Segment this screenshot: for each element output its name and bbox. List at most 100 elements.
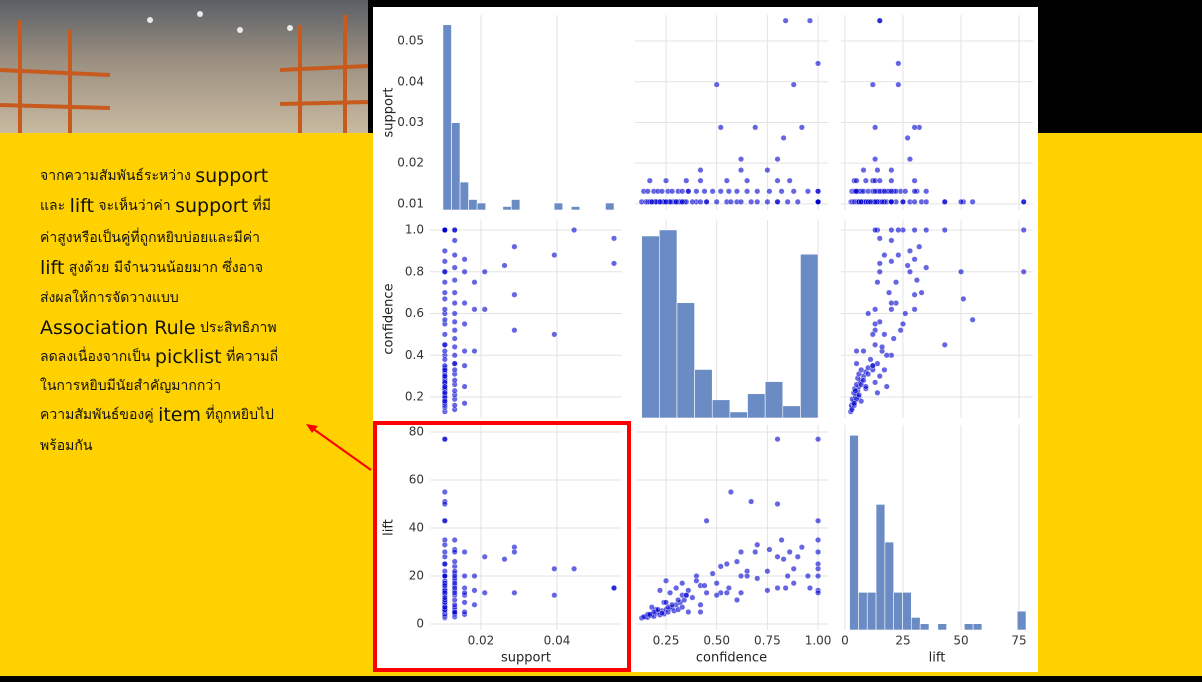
scatter-point — [689, 594, 696, 601]
scatter-point — [888, 300, 895, 307]
scatter-point — [869, 81, 876, 88]
scatter-point — [441, 348, 448, 355]
scatter-point — [481, 268, 488, 275]
histogram-bar — [502, 206, 512, 211]
scatter-point — [899, 198, 906, 205]
scatter-point — [923, 227, 930, 234]
scatter-point — [888, 258, 895, 265]
scatter-point — [717, 563, 724, 570]
histogram-bar — [676, 302, 695, 419]
x-axis-title: support — [501, 651, 551, 666]
scatter-point — [685, 188, 692, 195]
scatter-point — [804, 572, 811, 579]
x-tick-label: 1.00 — [805, 634, 832, 648]
scatter-point — [941, 198, 948, 205]
scatter-point — [738, 167, 745, 174]
scatter-point — [764, 568, 771, 575]
scatter-point — [865, 371, 872, 378]
scatter-point — [441, 331, 448, 338]
histogram-bar — [570, 206, 581, 211]
scatter-point — [872, 341, 879, 348]
histogram-bar — [729, 411, 748, 419]
scatter-point — [911, 188, 918, 195]
scatter-point — [858, 366, 865, 373]
y-tick-label: 40 — [409, 520, 424, 534]
scatter-point — [790, 188, 797, 195]
scatter-point — [673, 584, 680, 591]
scatter-point — [778, 536, 785, 543]
scatter-point — [669, 188, 676, 195]
scatter-point — [611, 260, 618, 267]
scatter-point — [766, 546, 773, 553]
scatter-point — [774, 584, 781, 591]
scatter-point — [754, 575, 761, 582]
scatter-point — [441, 247, 448, 254]
scatter-point — [441, 341, 448, 348]
scatter-point — [683, 592, 690, 599]
scatter-point — [888, 167, 895, 174]
y-tick-label: 0.2 — [405, 390, 424, 404]
scatter-point — [451, 277, 458, 284]
scatter-point — [941, 227, 948, 234]
histogram-bar — [451, 122, 461, 211]
scatter-point — [790, 81, 797, 88]
scatter-point — [911, 256, 918, 263]
scatter-point — [663, 599, 670, 606]
scatter-point — [733, 558, 740, 565]
scatter-point — [471, 601, 478, 608]
histogram-bar — [893, 592, 903, 631]
scatter-point — [865, 310, 872, 317]
y-tick-label: 0 — [416, 616, 424, 630]
scatter-point — [895, 81, 902, 88]
scatter-point — [451, 237, 458, 244]
scatter-point — [911, 177, 918, 184]
scatter-point — [441, 548, 448, 555]
scatter-point — [441, 258, 448, 265]
scatter-point — [441, 316, 448, 323]
scatter-point — [703, 517, 710, 524]
scatter-point — [815, 548, 822, 555]
scatter-point — [461, 256, 468, 263]
scatter-point — [461, 300, 468, 307]
scatter-point — [1020, 227, 1027, 234]
scatter-point — [451, 343, 458, 350]
scatter-point — [872, 379, 879, 386]
scatter-point — [441, 517, 448, 524]
scatter-point — [571, 565, 578, 572]
scatter-point — [511, 589, 518, 596]
scatter-point — [888, 306, 895, 313]
scatter-point — [663, 177, 670, 184]
scatter-point — [764, 198, 771, 205]
scatter-point — [644, 188, 651, 195]
scatter-point — [895, 227, 902, 234]
scatter-point — [899, 320, 906, 327]
scatter-point — [906, 156, 913, 163]
scatter-point — [461, 362, 468, 369]
scatter-point — [723, 560, 730, 567]
scatter-point — [501, 262, 508, 269]
y-tick-label: 20 — [409, 568, 424, 582]
scatter-point — [784, 198, 791, 205]
scatter-point — [752, 548, 759, 555]
histogram-bar — [782, 405, 801, 419]
scatter-point — [815, 572, 822, 579]
slide-text: จากความสัมพันธ์ระหว่าง support และ lift จ… — [40, 165, 278, 455]
scatter-point — [916, 243, 923, 250]
scatter-point — [872, 320, 879, 327]
scatter-point — [754, 198, 761, 205]
scatter-point — [701, 582, 708, 589]
scatter-point — [790, 580, 797, 587]
scatter-point — [471, 348, 478, 355]
scatter-point — [876, 235, 883, 242]
scatter-point — [461, 584, 468, 591]
scatter-point — [883, 352, 890, 359]
scatter-point — [451, 548, 458, 555]
scatter-point — [511, 243, 518, 250]
scatter-point — [679, 198, 686, 205]
scatter-point — [727, 198, 734, 205]
scatter-point — [774, 436, 781, 443]
scatter-point — [904, 134, 911, 141]
scatter-point — [717, 188, 724, 195]
scatter-point — [806, 584, 813, 591]
scatter-point — [709, 188, 716, 195]
